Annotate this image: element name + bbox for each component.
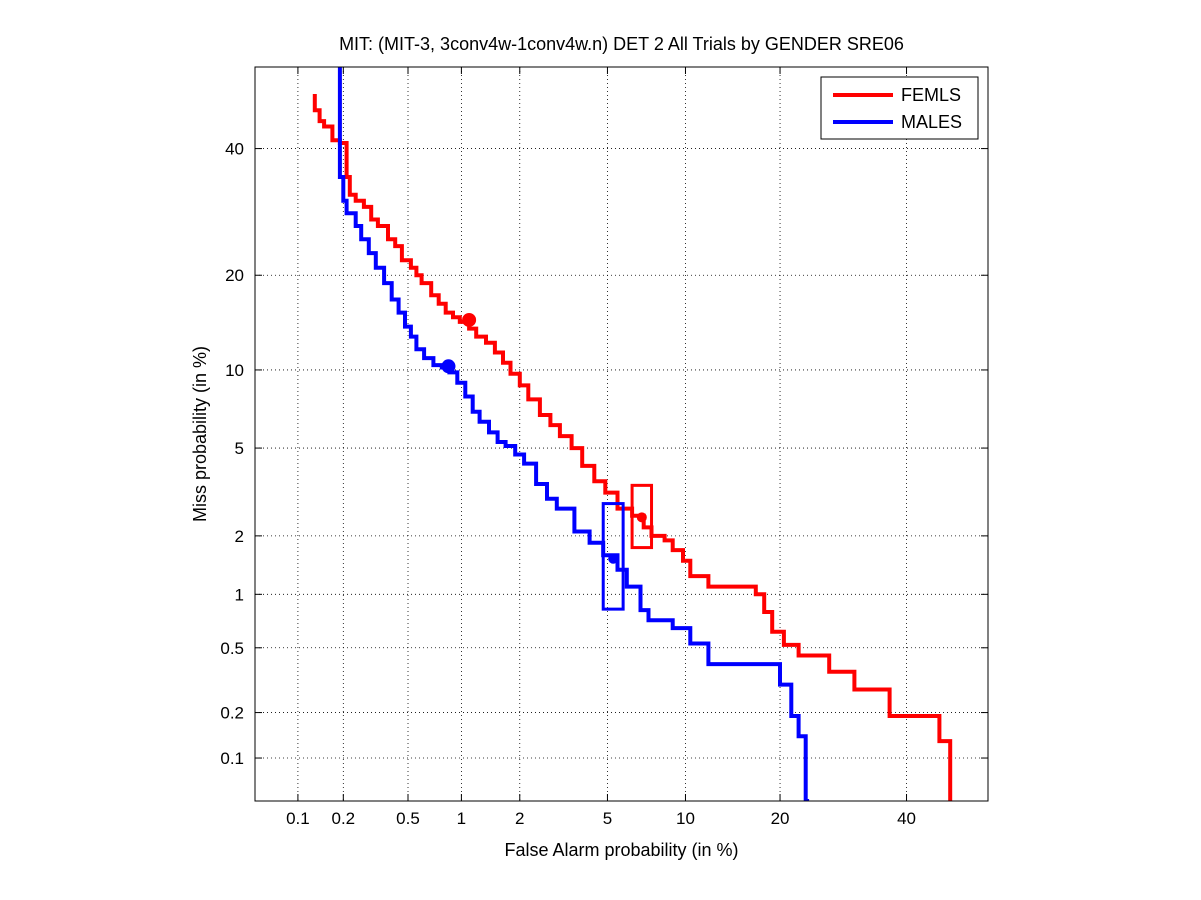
y-tick-label: 0.2 <box>220 704 244 723</box>
x-axis-label: False Alarm probability (in %) <box>504 840 738 860</box>
y-tick-label: 20 <box>225 266 244 285</box>
series-line-femls <box>312 94 953 801</box>
y-tick-label: 10 <box>225 361 244 380</box>
y-tick-label: 2 <box>235 527 244 546</box>
y-axis-label: Miss probability (in %) <box>190 346 210 522</box>
ticks: 0.1 0.2 0.5 1 2 5 10 20 40 0.1 0.2 0.5 1 2 5 10 20 40 <box>220 67 988 828</box>
y-tick-label: 1 <box>235 585 244 604</box>
x-tick-label: 0.5 <box>396 809 420 828</box>
legend-box <box>820 76 979 140</box>
min-dcf-point-males <box>608 553 619 564</box>
min-dcf-point-femls <box>636 512 647 523</box>
y-tick-label: 5 <box>235 439 244 458</box>
operating-point-males <box>441 359 456 374</box>
x-tick-label: 5 <box>603 809 612 828</box>
legend-label-males: MALES <box>901 112 962 132</box>
plot-frame <box>254 66 989 802</box>
x-tick-label: 40 <box>897 809 916 828</box>
legend-label-femls: FEMLS <box>901 85 961 105</box>
x-tick-label: 1 <box>457 809 466 828</box>
x-tick-label: 2 <box>515 809 524 828</box>
y-tick-label: 0.5 <box>220 639 244 658</box>
x-tick-label: 10 <box>676 809 695 828</box>
chart-title: MIT: (MIT-3, 3conv4w-1conv4w.n) DET 2 Al… <box>339 34 904 54</box>
x-tick-label: 20 <box>771 809 790 828</box>
legend: FEMLS MALES <box>820 76 979 140</box>
confidence-box-males <box>601 502 625 611</box>
confidence-box-femls <box>630 483 654 550</box>
y-tick-label: 40 <box>225 140 244 159</box>
operating-point-femls <box>462 312 477 327</box>
x-tick-label: 0.1 <box>286 809 310 828</box>
series-layer <box>312 67 953 801</box>
series-line-males <box>337 67 810 801</box>
y-tick-label: 0.1 <box>220 749 244 768</box>
x-tick-label: 0.2 <box>331 809 355 828</box>
